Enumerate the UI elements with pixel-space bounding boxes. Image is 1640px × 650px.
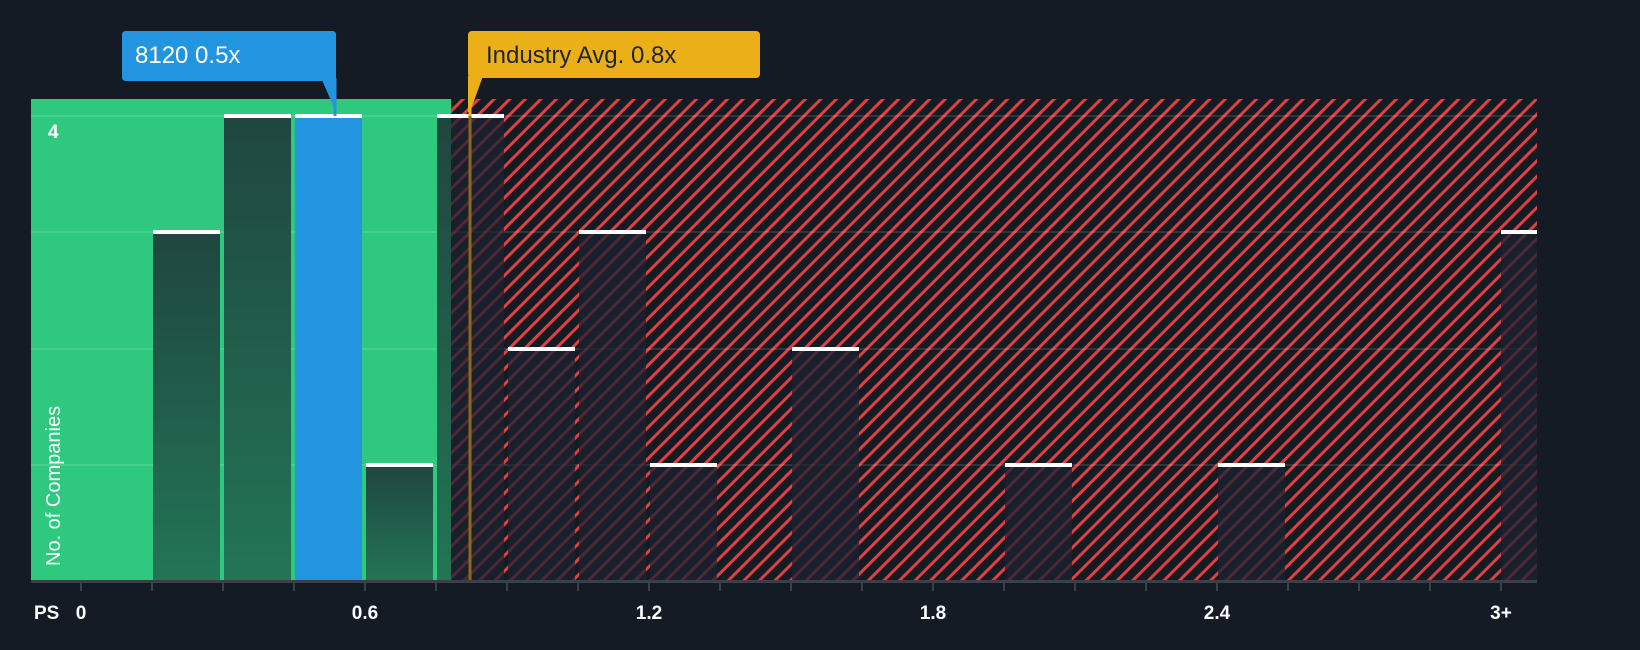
bar-company-0.525-0.675[interactable] (295, 116, 362, 581)
bar-3-plus[interactable] (1501, 232, 1537, 581)
bar-0.975-1.125[interactable] (508, 349, 575, 581)
bar-0.225-0.375[interactable] (153, 232, 220, 581)
x-axis-ticks (80, 581, 1502, 591)
x-tick-label-0.6: 0.6 (352, 603, 378, 624)
x-tick-label-0: 0 (76, 603, 87, 624)
x-tick-label-2.4: 2.4 (1204, 603, 1231, 624)
x-tick-label-1.2: 1.2 (636, 603, 662, 624)
bars (153, 116, 1537, 581)
company-callout: 8120 0.5x (122, 31, 336, 116)
industry-average-callout: Industry Avg. 0.8x (468, 31, 760, 112)
bar-1.575-1.725[interactable] (792, 349, 859, 581)
bar-0.375-0.525[interactable] (224, 116, 291, 581)
bar-0.675-0.825[interactable] (366, 465, 433, 581)
x-axis-prefix: PS (34, 603, 59, 624)
bar-2.475-2.625[interactable] (1218, 465, 1285, 581)
bar-1.125-1.275[interactable] (579, 232, 646, 581)
x-tick-label-3-plus: 3+ (1490, 603, 1512, 624)
y-axis-title: No. of Companies (43, 406, 65, 566)
bar-0.825-0.975-green-part[interactable] (437, 116, 451, 581)
bar-2.025-2.175[interactable] (1005, 465, 1072, 581)
industry-average-label: Industry Avg. 0.8x (486, 42, 676, 69)
x-tick-label-1.8: 1.8 (920, 603, 946, 624)
y-tick-label-4: 4 (48, 122, 59, 143)
bar-1.275-1.425[interactable] (650, 465, 717, 581)
bar-0.825-0.975[interactable] (451, 116, 504, 581)
company-callout-label: 8120 0.5x (135, 42, 240, 69)
